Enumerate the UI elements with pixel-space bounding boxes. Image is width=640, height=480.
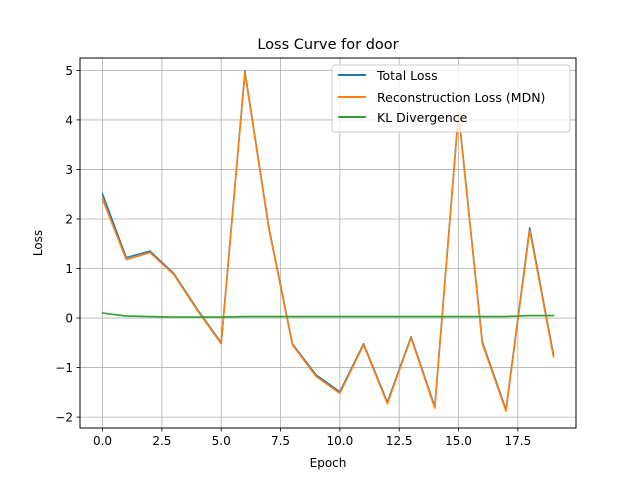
series-line-kl-divergence [101, 312, 555, 318]
x-tick-label: 7.5 [271, 434, 290, 448]
y-tick-label: 2 [65, 212, 73, 226]
legend-box [331, 64, 571, 133]
legend-label-total-loss: Total Loss [376, 68, 438, 83]
y-tick-label: −1 [55, 361, 73, 375]
x-tick-label: 5.0 [212, 434, 231, 448]
series-lines [101, 70, 555, 412]
y-tick-label: −2 [55, 411, 73, 425]
legend: Total Loss Reconstruction Loss (MDN) KL … [331, 64, 571, 133]
x-tick-label: 2.5 [152, 434, 171, 448]
y-tick-label: 1 [65, 262, 73, 276]
y-axis-label: Loss [31, 230, 45, 256]
x-axis-label: Epoch [310, 456, 347, 470]
y-tick-label: 5 [65, 64, 73, 78]
legend-label-reconstruction-loss: Reconstruction Loss (MDN) [377, 90, 545, 105]
axis-ticks: 0.0 2.5 5.0 7.5 10.0 12.5 15.0 17.5 −2 −1 0 1 2 3 4 5 [55, 64, 531, 448]
chart-title: Loss Curve for door [257, 37, 398, 53]
x-tick-label: 10.0 [327, 434, 354, 448]
x-tick-label: 17.5 [504, 434, 531, 448]
x-tick-label: 15.0 [445, 434, 472, 448]
y-tick-label: 4 [65, 113, 73, 127]
series-line-reconstruction-loss [101, 72, 555, 412]
x-tick-label: 12.5 [386, 434, 413, 448]
y-tick-label: 0 [65, 312, 73, 326]
legend-label-kl-divergence: KL Divergence [377, 110, 468, 125]
plot-frame [79, 57, 577, 429]
x-tick-label: 0.0 [93, 434, 112, 448]
y-tick-label: 3 [65, 163, 73, 177]
